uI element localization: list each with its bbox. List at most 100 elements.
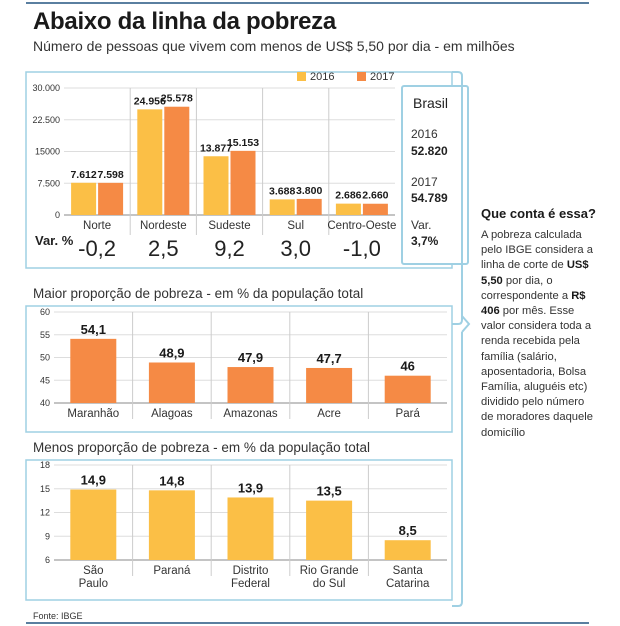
bar-2017 [230, 150, 256, 215]
data-label: 14,8 [159, 473, 184, 488]
bar [148, 362, 195, 403]
data-label: 46 [400, 359, 414, 374]
bar-2016 [137, 109, 163, 215]
y-tick-label: 7.500 [37, 178, 60, 188]
bar-2016 [269, 199, 295, 215]
sidebar-text-part: A pobreza calculada pelo IBGE considera … [481, 229, 593, 272]
x-tick-label: Distrito [233, 565, 269, 577]
data-label: 15.153 [227, 137, 259, 149]
brasil-year-2016: 2016 [411, 127, 438, 141]
y-tick-label: 15 [40, 484, 50, 494]
y-tick-label: 15000 [35, 147, 60, 157]
sidebar-highlight: R$ 406 [481, 289, 586, 318]
bar [306, 367, 353, 403]
bar [70, 489, 117, 560]
bar [384, 375, 431, 403]
data-label: 7.612 [70, 169, 96, 181]
variation-value: 2,5 [148, 236, 179, 261]
brasil-value-2016: 52.820 [411, 144, 448, 158]
data-label: 24.956 [134, 95, 166, 107]
bar-2017 [296, 198, 322, 215]
brasil-var-label: Var. [411, 218, 432, 232]
source-note: Fonte: IBGE [33, 611, 83, 621]
data-label: 54,1 [81, 322, 106, 337]
x-tick-label: Paraná [153, 565, 191, 577]
data-label: 48,9 [159, 346, 184, 361]
data-label: 14,9 [81, 473, 106, 488]
chart2-frame [25, 305, 453, 433]
data-label: 7.598 [97, 169, 123, 181]
y-tick-label: 40 [40, 398, 50, 408]
x-tick-label: Rio Grande [300, 565, 359, 577]
x-tick-label: Acre [317, 408, 341, 420]
x-tick-label: São [83, 565, 103, 577]
data-label: 47,7 [316, 351, 341, 366]
y-tick-label: 45 [40, 375, 50, 385]
sidebar-highlight: US$ 5,50 [481, 259, 589, 287]
x-tick-label: Maranhão [67, 408, 119, 420]
bar-2016 [71, 182, 97, 215]
x-tick-label: Centro-Oeste [327, 220, 396, 232]
data-label: 13,5 [316, 484, 341, 499]
bar-2016 [335, 203, 361, 215]
data-label: 8,5 [399, 523, 417, 538]
y-tick-label: 22.500 [32, 115, 60, 125]
x-tick-label: Alagoas [151, 408, 193, 420]
variation-value: 9,2 [214, 236, 245, 261]
y-tick-label: 18 [40, 460, 50, 470]
bar [148, 490, 195, 560]
x-tick-label: Catarina [386, 578, 430, 590]
variation-value: 3,0 [280, 236, 311, 261]
data-label: 25.578 [161, 93, 193, 105]
variation-value: -0,2 [78, 236, 117, 261]
y-tick-label: 50 [40, 353, 50, 363]
chart-subtitle: Número de pessoas que vivem com menos de… [33, 38, 515, 54]
data-label: 13.877 [200, 142, 232, 154]
section2-title: Maior proporção de pobreza - em % da pop… [33, 286, 364, 301]
x-tick-label: Pará [396, 408, 421, 420]
bar [227, 497, 274, 560]
bar-2017 [164, 106, 190, 215]
y-tick-label: 0 [55, 210, 60, 220]
section3-title: Menos proporção de pobreza - em % da pop… [33, 440, 370, 455]
bar [384, 540, 431, 560]
y-tick-label: 55 [40, 330, 50, 340]
sidebar-text: A pobreza calculada pelo IBGE considera … [481, 228, 596, 441]
top-rule [26, 2, 589, 4]
data-label: 3.800 [296, 185, 322, 197]
x-tick-label: Paulo [79, 578, 108, 590]
y-tick-label: 9 [45, 531, 50, 541]
y-tick-label: 6 [45, 555, 50, 565]
bar-2016 [203, 156, 229, 215]
legend-swatch [297, 72, 306, 81]
x-tick-label: Federal [231, 578, 270, 590]
legend-label: 2016 [310, 71, 334, 83]
variation-label: Var. % [35, 233, 74, 248]
bar [227, 367, 274, 403]
chart3-frame [25, 459, 453, 601]
bar-2017 [98, 182, 124, 215]
data-label: 13,9 [238, 480, 263, 495]
y-tick-label: 30.000 [32, 83, 60, 93]
brasil-summary-box: Brasil 2016 52.820 2017 54.789 Var. 3,7% [401, 85, 469, 265]
legend-swatch [357, 72, 366, 81]
brasil-var-value: 3,7% [411, 234, 439, 248]
x-tick-label: Sul [287, 220, 304, 232]
data-label: 2.686 [335, 190, 361, 202]
sidebar-text-part: por dia, o correspondente a [481, 274, 572, 302]
y-tick-label: 12 [40, 508, 50, 518]
brasil-title: Brasil [413, 95, 449, 111]
bar [306, 500, 353, 560]
data-label: 3.688 [269, 185, 295, 197]
bottom-rule [26, 622, 589, 624]
y-tick-label: 60 [40, 307, 50, 317]
x-tick-label: do Sul [313, 578, 346, 590]
sidebar-text-part: por mês. Esse valor considera toda a ren… [481, 305, 593, 439]
bar [70, 338, 117, 403]
bar-2017 [362, 203, 388, 215]
sidebar-title: Que conta é essa? [481, 206, 596, 221]
